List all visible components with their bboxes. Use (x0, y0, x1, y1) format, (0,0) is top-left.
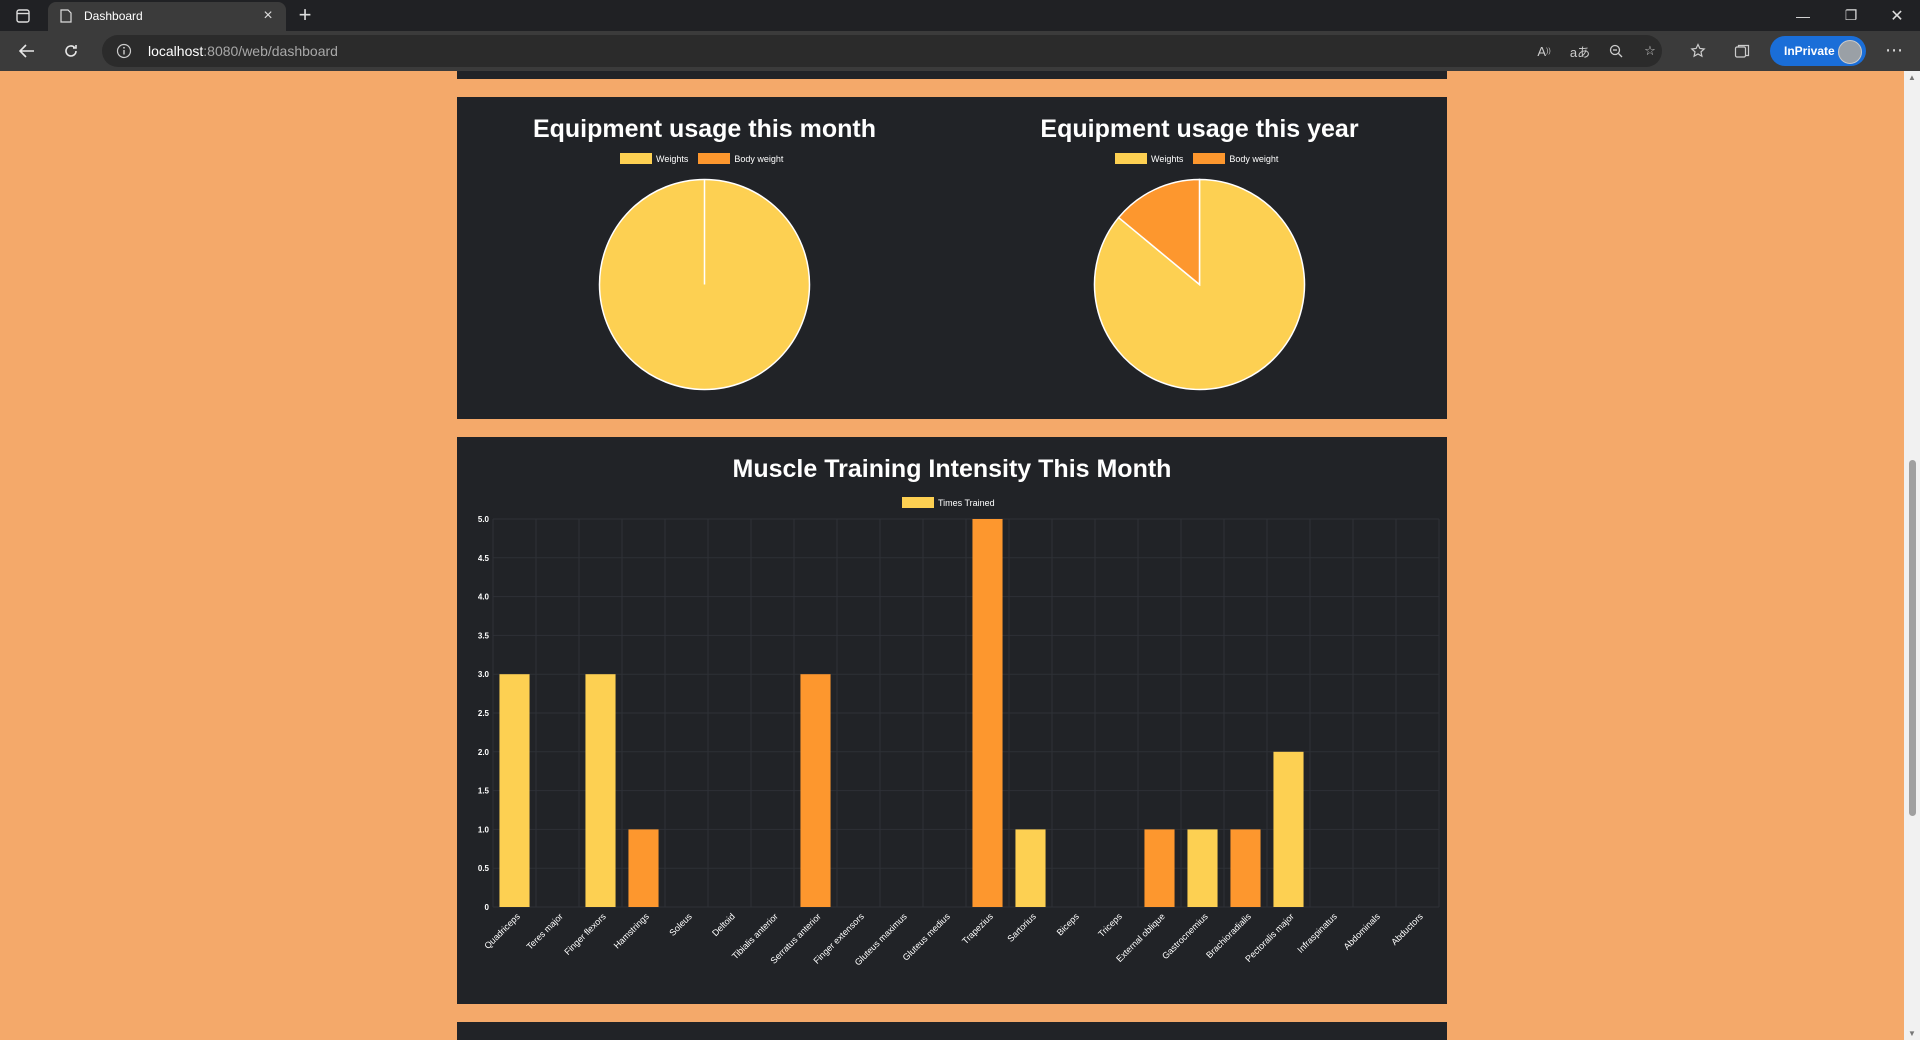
month-pie-chart[interactable] (597, 177, 812, 392)
scroll-thumb[interactable] (1909, 460, 1916, 816)
bar-pectoralis-major[interactable] (1273, 751, 1304, 907)
y-tick-label: 2.0 (478, 748, 490, 757)
y-tick-label: 5.0 (478, 515, 490, 524)
bar-quadriceps[interactable] (499, 674, 530, 907)
next-panel (457, 1022, 1447, 1040)
legend-swatch-bodyweight[interactable] (698, 153, 731, 164)
read-aloud-icon[interactable]: A)) (1537, 43, 1551, 59)
x-tick-label: Trapezius (960, 911, 995, 946)
favorites-icon[interactable] (1684, 37, 1712, 65)
y-tick-label: 1.0 (478, 825, 490, 834)
bar-finger-flexors[interactable] (585, 674, 616, 907)
x-tick-label: Abdominals (1342, 911, 1383, 952)
legend-swatch-bodyweight[interactable] (1193, 153, 1226, 164)
x-tick-label: Teres major (525, 911, 565, 951)
url-text: localhost:8080/web/dashboard (148, 43, 338, 59)
bar-external-oblique[interactable] (1144, 829, 1175, 907)
page-icon (60, 9, 72, 28)
zoom-out-icon[interactable] (1602, 37, 1630, 65)
favorite-add-icon[interactable]: ☆ (1644, 43, 1656, 58)
avatar (1838, 40, 1862, 64)
year-pie-title: Equipment usage this year (1040, 115, 1359, 143)
bar-serratus-anterior[interactable] (800, 674, 831, 907)
x-tick-label: Soleus (667, 911, 694, 938)
restore-icon[interactable]: ❐ (1844, 7, 1858, 23)
bar-hamstrings[interactable] (628, 829, 659, 907)
collections-icon[interactable] (1728, 37, 1756, 65)
page-viewport: Equipment usage this month Weights Body … (0, 71, 1904, 1040)
y-tick-label: 1.5 (478, 787, 490, 796)
x-tick-label: Sartorius (1005, 911, 1038, 944)
bar-trapezius[interactable] (972, 519, 1003, 907)
legend-label-bodyweight[interactable]: Body weight (1229, 153, 1279, 164)
url-path: :8080/web/dashboard (203, 43, 338, 59)
site-info-icon[interactable] (116, 43, 132, 64)
x-tick-label: Finger flexors (562, 911, 608, 957)
month-pie-legend: Weights Body weight (620, 153, 783, 164)
bar-gastrocnemius[interactable] (1187, 829, 1218, 907)
y-tick-label: 4.0 (478, 593, 490, 602)
scroll-down-icon[interactable]: ▼ (1908, 1029, 1916, 1038)
pie-slice-body-weight[interactable] (1117, 178, 1201, 287)
x-tick-label: Brachioradialis (1204, 911, 1253, 960)
y-tick-label: 4.5 (478, 554, 490, 563)
tab-title: Dashboard (84, 9, 143, 23)
inprivate-button[interactable]: InPrivate (1770, 36, 1866, 66)
refresh-icon[interactable] (56, 37, 86, 65)
x-tick-label: Infraspinatus (1295, 911, 1339, 955)
legend-label-weights[interactable]: Weights (656, 153, 689, 164)
legend-label-weights[interactable]: Weights (1151, 153, 1184, 164)
minimize-icon[interactable]: — (1796, 7, 1810, 24)
x-tick-label: Gastrocnemius (1160, 911, 1210, 961)
translate-icon[interactable]: aあ (1569, 44, 1591, 60)
inprivate-label: InPrivate (1784, 44, 1835, 58)
year-pie-legend: Weights Body weight (1115, 153, 1278, 164)
page-scrollbar[interactable]: ▲ ▼ (1904, 71, 1920, 1040)
month-pie-title: Equipment usage this month (532, 115, 877, 143)
x-tick-label: Quadriceps (482, 911, 522, 951)
scroll-up-icon[interactable]: ▲ (1908, 73, 1916, 82)
year-pie-chart[interactable] (1092, 177, 1307, 392)
bar-brachioradialis[interactable] (1230, 829, 1261, 907)
legend-swatch-times-trained[interactable] (902, 497, 934, 508)
y-tick-label: 3.0 (478, 670, 490, 679)
close-tab-icon[interactable]: × (263, 7, 273, 24)
legend-swatch-weights[interactable] (620, 153, 652, 164)
x-tick-label: Hamstrings (612, 911, 652, 951)
bar-chart-legend: Times Trained (902, 497, 995, 508)
tab-dashboard[interactable]: Dashboard × (48, 2, 286, 31)
legend-label-bodyweight[interactable]: Body weight (734, 153, 784, 164)
new-tab-icon[interactable]: + (298, 2, 312, 27)
y-tick-label: 0 (485, 903, 490, 912)
tab-actions-icon[interactable] (10, 5, 36, 27)
bar-sartorius[interactable] (1015, 829, 1046, 907)
x-tick-label: Deltoid (710, 911, 737, 938)
browser-tab-bar: Dashboard × + — ❐ ✕ (0, 0, 1920, 31)
legend-label-times-trained[interactable]: Times Trained (938, 497, 995, 508)
y-tick-label: 2.5 (478, 709, 490, 718)
x-tick-label: Abductors (1389, 911, 1425, 947)
x-tick-label: Triceps (1096, 911, 1124, 939)
browser-toolbar: localhost:8080/web/dashboard A)) aあ ☆ In… (0, 31, 1920, 71)
close-window-icon[interactable]: ✕ (1890, 7, 1904, 25)
y-tick-label: 3.5 (478, 631, 490, 640)
address-bar[interactable]: localhost:8080/web/dashboard A)) aあ ☆ (102, 35, 1662, 67)
equipment-usage-panel: Equipment usage this month Weights Body … (457, 97, 1447, 419)
back-icon[interactable] (12, 37, 42, 65)
muscle-intensity-panel: Muscle Training Intensity This Month Tim… (457, 437, 1447, 1004)
y-tick-label: 0.5 (478, 864, 490, 873)
bar-chart[interactable]: 0 0.5 1.0 1.5 2.0 2.5 3.0 3.5 4.0 4.5 5.0 Quadricep… (457, 437, 1447, 1004)
x-tick-label: Biceps (1055, 911, 1082, 938)
previous-panel (457, 71, 1447, 79)
legend-swatch-weights[interactable] (1115, 153, 1147, 164)
more-options-icon[interactable]: ⋯ (1885, 40, 1903, 60)
bar-chart-title: Muscle Training Intensity This Month (732, 455, 1172, 483)
url-host: localhost (148, 43, 204, 59)
